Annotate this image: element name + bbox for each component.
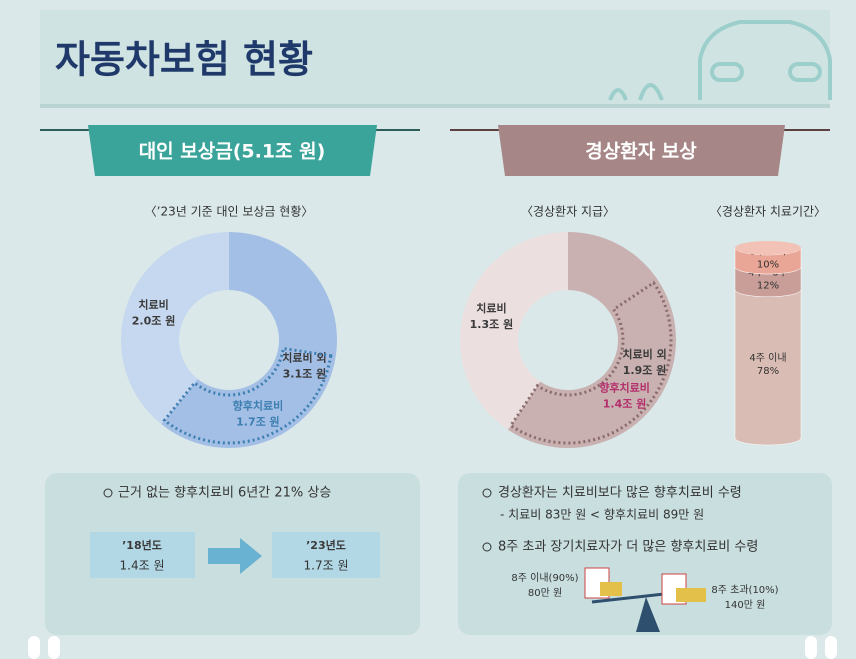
note-text: 경상환자는 치료비보다 많은 향후치료비 수령 xyxy=(498,486,742,501)
chart-title: 〈경상환자 지급〉 xyxy=(521,205,615,219)
car-icon xyxy=(608,20,832,101)
note-text: 근거 없는 향후치료비 6년간 21% 상승 xyxy=(118,486,331,501)
segment-value: 2.0조 원 xyxy=(132,313,176,327)
year-box xyxy=(90,532,195,578)
segment-label: 치료비 xyxy=(138,297,168,311)
cylinder-top xyxy=(735,241,801,255)
bullet xyxy=(103,488,113,498)
donut-segment xyxy=(161,232,337,448)
segment-label: 치료비 xyxy=(476,301,506,315)
subset-value: 1.7조 원 xyxy=(236,415,280,429)
subset-label: 향후치료비 xyxy=(233,399,284,413)
year-label: ’23년도 xyxy=(306,538,346,552)
chart-title: 〈’23년 기준 대인 보상금 현황〉 xyxy=(145,205,314,219)
segment-label: 치료비 외 xyxy=(622,347,666,361)
scale-label: 8주 이내(90%) xyxy=(511,572,578,584)
decoration xyxy=(28,636,837,659)
page-title: 자동차보험 현황 xyxy=(55,38,313,82)
chart-title: 〈경상환자 치료기간〉 xyxy=(710,205,826,219)
year-value: 1.7조 원 xyxy=(304,559,349,573)
year-box xyxy=(272,532,380,578)
segment-value: 12% xyxy=(757,280,779,291)
segment-value: 3.1조 원 xyxy=(283,367,327,381)
bullet xyxy=(482,542,492,552)
segment-value: 78% xyxy=(757,366,779,377)
segment-value: 10% xyxy=(757,260,779,271)
year-label: ’18년도 xyxy=(122,538,162,552)
section-tab xyxy=(88,125,377,176)
bullet xyxy=(482,488,492,498)
note-box xyxy=(458,473,832,635)
segment-value: 1.9조 원 xyxy=(623,363,667,377)
section-title: 대인 보상금(5.1조 원) xyxy=(139,141,326,163)
subset-label: 향후치료비 xyxy=(599,381,650,395)
scale-label: 8주 초과(10%) xyxy=(711,584,778,596)
subset-value: 1.4조 원 xyxy=(603,397,647,411)
scale-icon xyxy=(584,567,706,632)
segment-value: 1.3조 원 xyxy=(470,317,514,331)
donut-segment xyxy=(120,232,229,425)
scale-value: 80만 원 xyxy=(528,587,562,599)
subset-outline xyxy=(508,280,673,445)
donut-segment xyxy=(507,232,676,448)
section-tab xyxy=(498,125,785,176)
segment-label: 4주 이내 xyxy=(749,352,786,364)
note-detail: - 치료비 83만 원 < 향후치료비 89만 원 xyxy=(500,508,704,522)
donut-segment xyxy=(460,232,568,430)
scale-value: 140만 원 xyxy=(725,599,766,611)
section-title: 경상환자 보상 xyxy=(585,141,697,163)
note-text: 8주 초과 장기치료자가 더 많은 향후치료비 수령 xyxy=(498,540,758,555)
arrow xyxy=(208,538,262,574)
year-value: 1.4조 원 xyxy=(120,559,165,573)
